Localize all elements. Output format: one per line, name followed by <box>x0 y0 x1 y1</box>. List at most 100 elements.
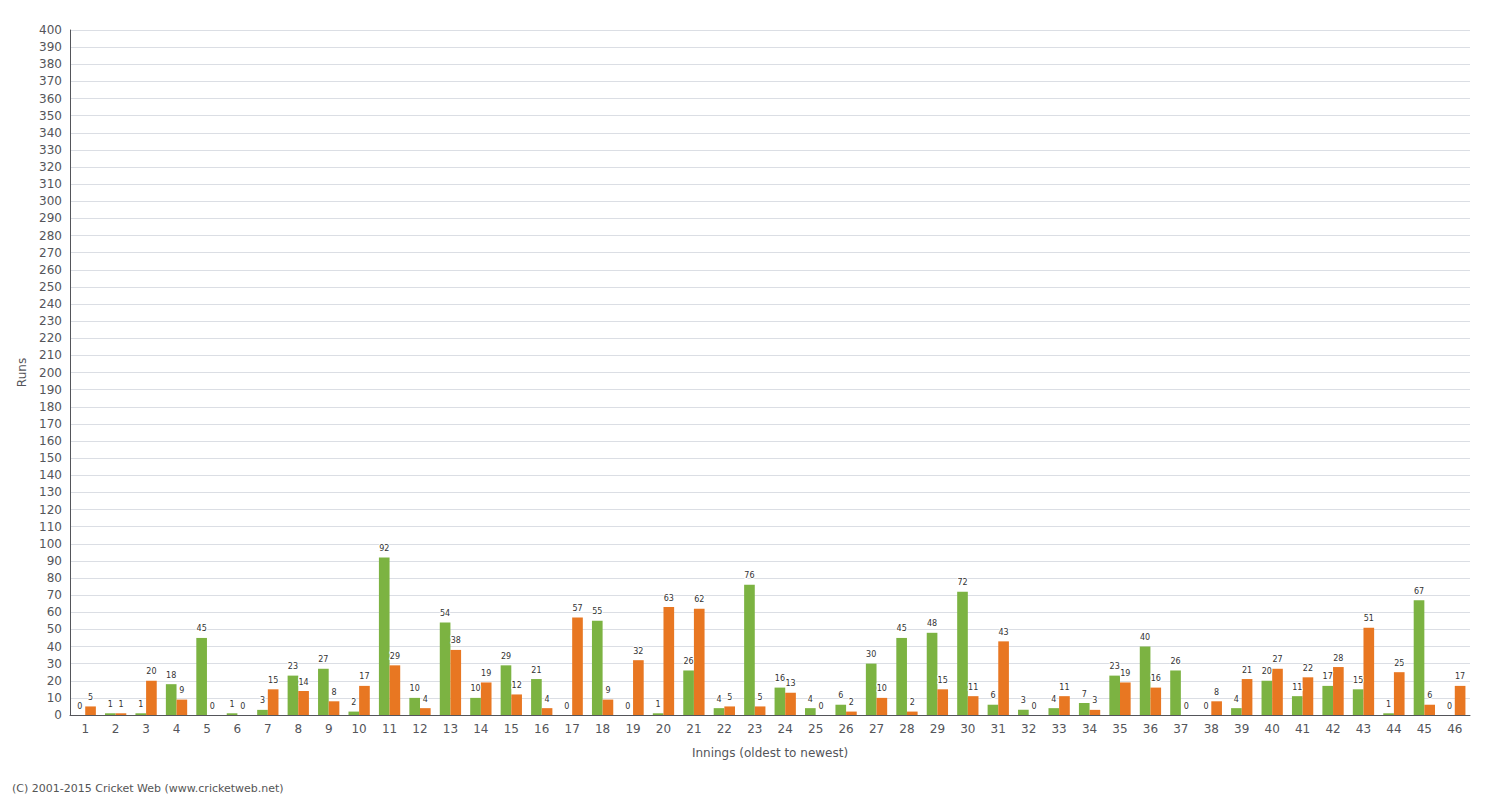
svg-text:32: 32 <box>633 647 643 656</box>
svg-text:220: 220 <box>39 331 62 345</box>
svg-text:21: 21 <box>1242 666 1252 675</box>
svg-text:140: 140 <box>39 468 62 482</box>
svg-text:41: 41 <box>1295 722 1310 736</box>
svg-text:0: 0 <box>240 702 245 711</box>
svg-text:20: 20 <box>656 722 671 736</box>
svg-text:11: 11 <box>968 683 978 692</box>
svg-text:0: 0 <box>1203 702 1208 711</box>
svg-text:45: 45 <box>1417 722 1432 736</box>
svg-text:39: 39 <box>1234 722 1249 736</box>
svg-text:12: 12 <box>512 681 522 690</box>
svg-text:0: 0 <box>1184 702 1189 711</box>
svg-text:4: 4 <box>423 695 428 704</box>
svg-text:35: 35 <box>1112 722 1127 736</box>
svg-text:160: 160 <box>39 434 62 448</box>
svg-text:42: 42 <box>1325 722 1340 736</box>
svg-text:3: 3 <box>1021 696 1026 705</box>
svg-text:26: 26 <box>1170 657 1180 666</box>
svg-text:380: 380 <box>39 57 62 71</box>
svg-text:8: 8 <box>294 722 302 736</box>
svg-text:0: 0 <box>625 702 630 711</box>
svg-text:40: 40 <box>47 640 62 654</box>
svg-text:60: 60 <box>47 605 62 619</box>
svg-text:43: 43 <box>1356 722 1371 736</box>
svg-text:36: 36 <box>1143 722 1158 736</box>
svg-text:4: 4 <box>173 722 181 736</box>
svg-text:18: 18 <box>595 722 610 736</box>
svg-text:0: 0 <box>77 702 82 711</box>
svg-text:10: 10 <box>47 691 62 705</box>
svg-text:40: 40 <box>1140 633 1150 642</box>
svg-text:50: 50 <box>47 622 62 636</box>
svg-text:110: 110 <box>39 520 62 534</box>
svg-text:130: 130 <box>39 485 62 499</box>
svg-text:2: 2 <box>849 698 854 707</box>
svg-text:67: 67 <box>1414 587 1424 596</box>
svg-text:22: 22 <box>1303 664 1313 673</box>
svg-text:340: 340 <box>39 126 62 140</box>
svg-text:70: 70 <box>47 588 62 602</box>
svg-text:80: 80 <box>47 571 62 585</box>
svg-text:100: 100 <box>39 537 62 551</box>
svg-text:8: 8 <box>1214 688 1219 697</box>
svg-text:13: 13 <box>443 722 458 736</box>
svg-text:6: 6 <box>990 691 995 700</box>
svg-text:90: 90 <box>47 554 62 568</box>
svg-text:92: 92 <box>379 544 389 553</box>
svg-text:0: 0 <box>818 702 823 711</box>
svg-text:14: 14 <box>473 722 488 736</box>
svg-text:10: 10 <box>877 684 887 693</box>
svg-text:37: 37 <box>1173 722 1188 736</box>
svg-text:76: 76 <box>744 571 754 580</box>
svg-text:0: 0 <box>564 702 569 711</box>
svg-text:20: 20 <box>1262 667 1272 676</box>
svg-text:55: 55 <box>592 607 602 616</box>
svg-text:170: 170 <box>39 417 62 431</box>
svg-text:200: 200 <box>39 366 62 380</box>
svg-text:48: 48 <box>927 619 937 628</box>
svg-text:11: 11 <box>382 722 397 736</box>
svg-text:4: 4 <box>545 695 550 704</box>
svg-text:3: 3 <box>142 722 150 736</box>
svg-text:19: 19 <box>625 722 640 736</box>
svg-text:6: 6 <box>234 722 242 736</box>
svg-text:150: 150 <box>39 451 62 465</box>
svg-text:23: 23 <box>288 662 298 671</box>
svg-text:21: 21 <box>531 666 541 675</box>
svg-text:1: 1 <box>230 700 235 709</box>
svg-text:27: 27 <box>869 722 884 736</box>
svg-text:26: 26 <box>683 657 693 666</box>
svg-text:1: 1 <box>118 700 123 709</box>
svg-text:24: 24 <box>778 722 793 736</box>
svg-text:46: 46 <box>1447 722 1462 736</box>
svg-text:27: 27 <box>1272 655 1282 664</box>
svg-text:72: 72 <box>957 578 967 587</box>
svg-text:310: 310 <box>39 177 62 191</box>
svg-text:390: 390 <box>39 40 62 54</box>
svg-text:370: 370 <box>39 74 62 88</box>
svg-text:17: 17 <box>565 722 580 736</box>
svg-text:19: 19 <box>481 669 491 678</box>
svg-text:7: 7 <box>264 722 272 736</box>
svg-text:9: 9 <box>605 686 610 695</box>
svg-text:23: 23 <box>1110 662 1120 671</box>
svg-text:17: 17 <box>1323 672 1333 681</box>
svg-text:45: 45 <box>897 624 907 633</box>
svg-text:2: 2 <box>112 722 120 736</box>
svg-text:10: 10 <box>410 684 420 693</box>
svg-text:30: 30 <box>866 650 876 659</box>
svg-text:330: 330 <box>39 143 62 157</box>
svg-text:11: 11 <box>1059 683 1069 692</box>
svg-text:Runs: Runs <box>15 358 29 387</box>
svg-text:15: 15 <box>268 676 278 685</box>
svg-text:10: 10 <box>351 722 366 736</box>
svg-text:63: 63 <box>664 594 674 603</box>
svg-text:25: 25 <box>1394 659 1404 668</box>
svg-text:12: 12 <box>412 722 427 736</box>
svg-text:54: 54 <box>440 609 450 618</box>
svg-text:4: 4 <box>808 695 813 704</box>
svg-text:29: 29 <box>930 722 945 736</box>
svg-text:Innings (oldest to newest): Innings (oldest to newest) <box>692 746 848 760</box>
svg-text:320: 320 <box>39 160 62 174</box>
svg-text:45: 45 <box>197 624 207 633</box>
